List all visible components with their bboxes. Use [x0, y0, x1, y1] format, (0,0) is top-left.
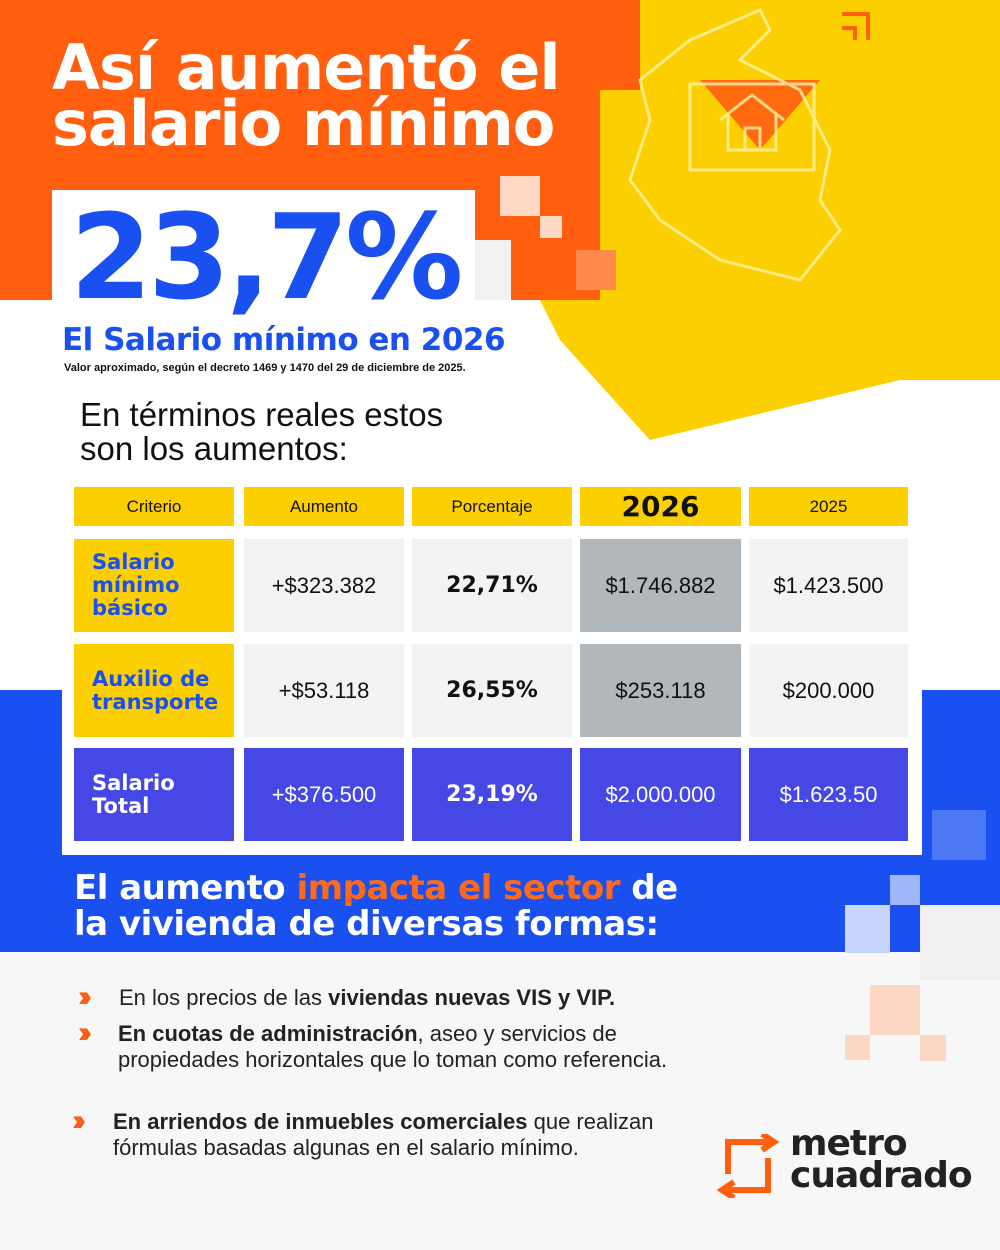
table-cell-aumento: +$53.118	[244, 644, 404, 737]
title-line-1: Así aumentó el	[52, 31, 561, 104]
metrocuadrado-logo-icon	[716, 1134, 780, 1198]
header-cell: 2025	[749, 487, 908, 526]
table-cell-porcentaje: 22,71%	[412, 539, 572, 632]
bullet-text: En los precios de las	[119, 985, 329, 1010]
table-cell-y2025: $200.000	[749, 644, 908, 737]
intro-text: En términos reales estos son los aumento…	[80, 396, 444, 467]
table-cell-y2025: $1.623.50	[749, 748, 908, 841]
chevron-icon: ››	[78, 1016, 92, 1049]
table-cell-criterio: Auxilio de transporte	[74, 644, 234, 737]
big-percent: 23,7%	[70, 188, 463, 326]
header-cell: Porcentaje	[412, 487, 572, 526]
table-cell-aumento: +$376.500	[244, 748, 404, 841]
chevron-icon: ››	[78, 980, 92, 1013]
table-cell-y2025: $1.423.500	[749, 539, 908, 632]
bullet-text: que realizan fórmulas basadas algunas en…	[113, 1109, 654, 1160]
table-cell-porcentaje: 23,19%	[412, 748, 572, 841]
table-cell-porcentaje: 26,55%	[412, 644, 572, 737]
page-title: Así aumentó el salario mínimo	[52, 31, 561, 160]
table-cell-y2026: $1.746.882	[580, 539, 741, 632]
title-line-2: salario mínimo	[52, 87, 555, 160]
bullet-bold: En arriendos de inmuebles comerciales	[113, 1109, 528, 1134]
logo-line-1: metro	[790, 1123, 908, 1164]
table-cell-y2026: $253.118	[580, 644, 741, 737]
impact-post: de la vivienda de diversas formas:	[74, 868, 678, 944]
header-cell: Criterio	[74, 487, 234, 526]
bullet-3: En arriendos de inmuebles comerciales qu…	[113, 1109, 703, 1161]
subtitle: El Salario mínimo en 2026	[62, 322, 506, 358]
logo-text: metro cuadrado	[790, 1123, 973, 1196]
bullet-bold: En cuotas de administración	[118, 1021, 418, 1046]
table-cell-criterio: Salario Total	[74, 748, 234, 841]
logo-line-2: cuadrado	[790, 1155, 973, 1196]
bullet-2: En cuotas de administración, aseo y serv…	[118, 1021, 678, 1073]
bullet-1: En los precios de las viviendas nuevas V…	[119, 985, 719, 1011]
chevron-icon: ››	[72, 1104, 86, 1137]
header-cell: Aumento	[244, 487, 404, 526]
bullet-bold: viviendas nuevas VIS y VIP.	[328, 985, 616, 1010]
table-cell-criterio: Salario mínimo básico	[74, 539, 234, 632]
header-cell: 2026	[580, 487, 741, 526]
table-cell-y2026: $2.000.000	[580, 748, 741, 841]
impact-highlight: impacta el sector	[296, 868, 621, 908]
bullet-text: , aseo y servicios de propiedades horizo…	[118, 1021, 668, 1072]
impact-heading: El aumento impacta el sector de la vivie…	[74, 870, 714, 942]
impact-pre: El aumento	[74, 868, 297, 908]
note: Valor aproximado, según el decreto 1469 …	[64, 362, 466, 374]
table-cell-aumento: +$323.382	[244, 539, 404, 632]
percent-box	[52, 190, 475, 322]
